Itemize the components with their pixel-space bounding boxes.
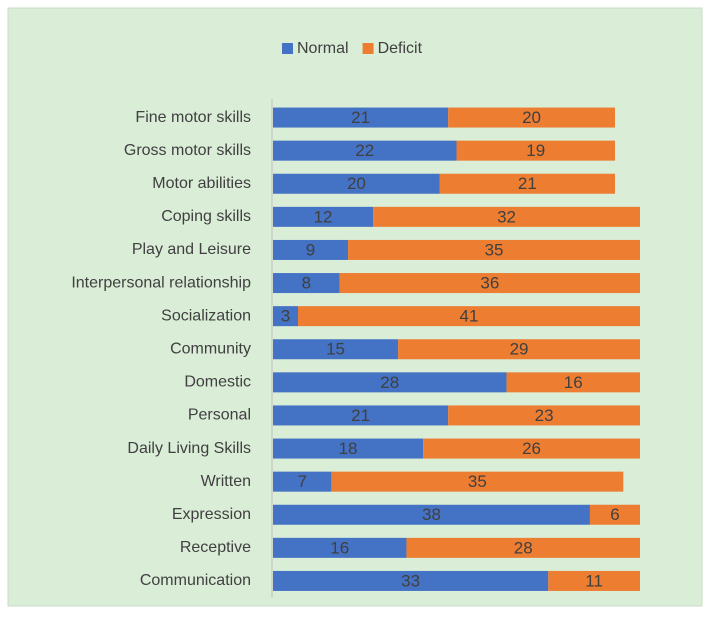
data-label: 16 xyxy=(330,538,349,557)
data-label: 35 xyxy=(468,472,487,491)
data-label: 32 xyxy=(497,207,516,226)
bar-segment xyxy=(423,438,640,459)
bar-segment xyxy=(273,239,349,260)
data-label: 21 xyxy=(351,108,370,127)
bar-segment xyxy=(331,471,624,492)
bar-segment xyxy=(273,140,457,161)
bar-segment xyxy=(273,306,299,327)
bar-segment xyxy=(506,372,640,393)
bar-segment xyxy=(373,206,640,227)
bar-segment xyxy=(273,372,507,393)
bar-segment xyxy=(348,239,640,260)
data-label: 23 xyxy=(535,406,554,425)
legend-swatch xyxy=(362,43,374,54)
bar-segment xyxy=(273,570,549,591)
data-label: 33 xyxy=(401,571,420,590)
y-tick-label: Communication xyxy=(140,572,251,589)
bar-segment xyxy=(273,339,399,360)
data-label: 21 xyxy=(351,406,370,425)
legend-label: Normal xyxy=(297,40,349,57)
bar-segment xyxy=(448,107,615,128)
data-label: 29 xyxy=(510,340,529,359)
bar-segment xyxy=(273,537,407,558)
data-label: 28 xyxy=(380,373,399,392)
data-label: 36 xyxy=(480,274,499,293)
data-label: 21 xyxy=(518,174,537,193)
data-label: 26 xyxy=(522,439,541,458)
y-tick-label: Daily Living Skills xyxy=(127,440,251,457)
bar-segment xyxy=(298,306,640,327)
data-label: 19 xyxy=(526,141,545,160)
data-label: 28 xyxy=(514,538,533,557)
bar-segment xyxy=(448,405,640,426)
bar-segment xyxy=(273,273,340,294)
data-label: 20 xyxy=(522,108,541,127)
y-tick-label: Domestic xyxy=(184,374,251,391)
y-tick-label: Fine motor skills xyxy=(135,109,251,126)
data-label: 41 xyxy=(460,307,479,326)
y-tick-label: Gross motor skills xyxy=(124,142,251,159)
data-label: 20 xyxy=(347,174,366,193)
bar-segment xyxy=(548,570,640,591)
data-label: 11 xyxy=(585,571,603,590)
data-label: 18 xyxy=(339,439,358,458)
y-tick-label: Play and Leisure xyxy=(132,241,251,258)
legend-swatch xyxy=(282,43,293,54)
y-tick-label: Coping skills xyxy=(161,208,251,225)
y-tick-label: Community xyxy=(170,340,251,357)
y-tick-label: Written xyxy=(201,473,251,490)
data-label: 12 xyxy=(314,207,333,226)
data-label: 6 xyxy=(610,505,619,524)
data-label: 38 xyxy=(422,505,441,524)
data-label: 35 xyxy=(485,240,504,259)
data-label: 22 xyxy=(355,141,374,160)
bar-segment xyxy=(456,140,615,161)
y-tick-label: Expression xyxy=(172,506,251,523)
y-tick-label: Motor abilities xyxy=(152,175,251,192)
bar-segment xyxy=(589,504,640,525)
data-label: 16 xyxy=(564,373,583,392)
bar-segment xyxy=(398,339,640,360)
bar-segment xyxy=(273,438,424,459)
bar-segment xyxy=(273,504,590,525)
data-label: 15 xyxy=(326,340,345,359)
data-label: 3 xyxy=(281,307,290,326)
legend-label: Deficit xyxy=(378,40,423,57)
bar-segment xyxy=(439,173,615,194)
data-label: 8 xyxy=(302,274,311,293)
bar-segment xyxy=(273,107,449,128)
bar-segment xyxy=(339,273,640,294)
bar-segment xyxy=(273,405,449,426)
y-tick-label: Socialization xyxy=(161,307,251,324)
data-label: 9 xyxy=(306,240,315,259)
bar-segment xyxy=(273,173,440,194)
bar-segment xyxy=(273,471,332,492)
data-label: 7 xyxy=(297,472,306,491)
y-tick-label: Personal xyxy=(188,407,251,424)
y-tick-label: Receptive xyxy=(180,539,251,556)
bar-segment xyxy=(406,537,640,558)
bar-segment xyxy=(273,206,374,227)
y-tick-label: Interpersonal relationship xyxy=(71,274,251,291)
